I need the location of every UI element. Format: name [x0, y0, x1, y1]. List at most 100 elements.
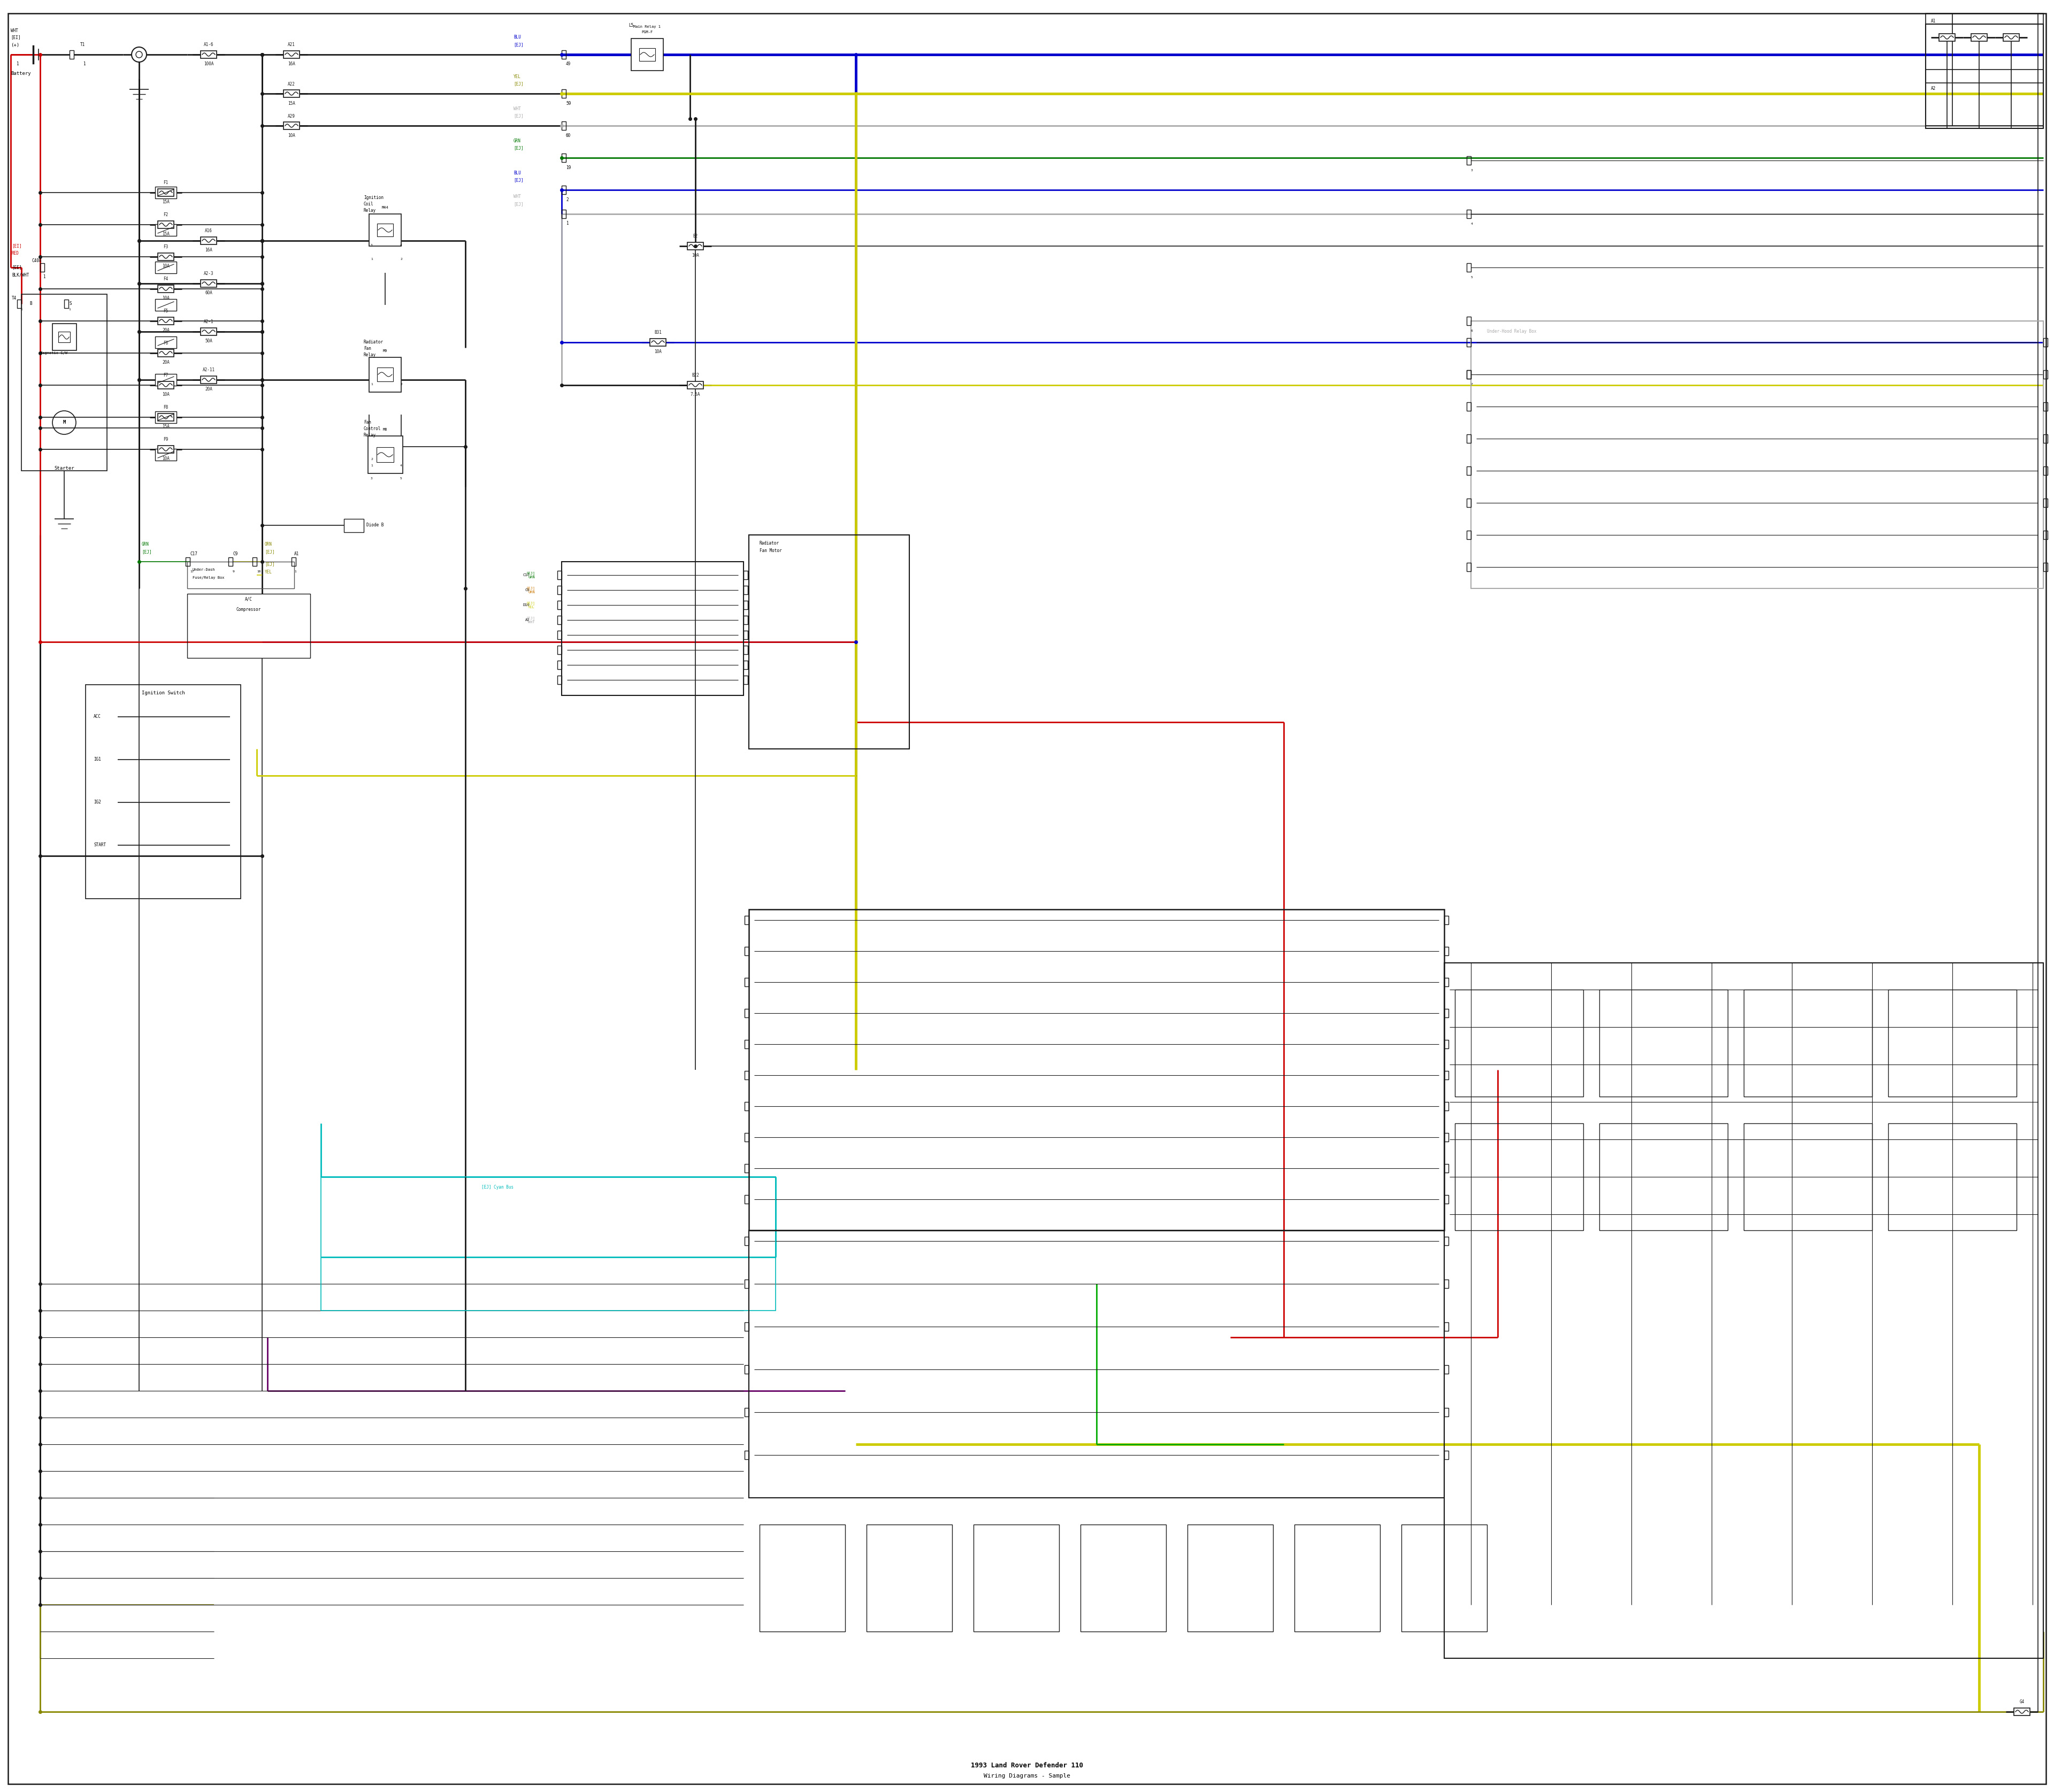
Text: 20A: 20A [162, 328, 170, 333]
Text: B: B [29, 301, 33, 306]
Text: START: START [94, 842, 107, 848]
Text: A1: A1 [1931, 20, 1937, 23]
Bar [201, 376, 216, 383]
Text: 10A: 10A [162, 263, 170, 269]
Bar [283, 50, 300, 59]
Text: 59: 59 [567, 100, 571, 106]
Text: (+): (+) [10, 43, 18, 47]
Bar [1187, 1525, 1273, 1631]
Text: Relay: Relay [364, 208, 376, 213]
Bar [156, 262, 177, 274]
Text: GRN: GRN [514, 138, 522, 143]
Text: A1: A1 [526, 618, 530, 622]
Text: 20A: 20A [205, 387, 212, 392]
Bar [378, 367, 392, 382]
Text: [EJ]: [EJ] [514, 113, 524, 118]
Text: [EJ]
GRN: [EJ] GRN [526, 572, 534, 579]
Text: IG1: IG1 [94, 758, 101, 762]
Text: A/C: A/C [244, 597, 253, 602]
Bar [201, 237, 216, 244]
Bar [1401, 1525, 1487, 1631]
Text: [EE]: [EE] [12, 265, 23, 271]
Text: Compressor: Compressor [236, 607, 261, 613]
Text: Diode B: Diode B [366, 523, 384, 527]
Text: 50A: 50A [205, 339, 212, 344]
Text: A1-6: A1-6 [203, 43, 214, 47]
Text: BLU: BLU [514, 36, 522, 39]
Bar [158, 446, 175, 453]
Text: C17: C17 [189, 552, 197, 556]
Bar [156, 448, 177, 461]
Bar [378, 224, 392, 237]
Bar [1471, 321, 2044, 588]
Bar [750, 909, 1444, 1231]
Text: 1993 Land Rover Defender 110: 1993 Land Rover Defender 110 [972, 1762, 1082, 1769]
Bar [158, 285, 175, 292]
Text: 16A: 16A [288, 61, 296, 66]
Text: 7.5A: 7.5A [690, 392, 700, 398]
Text: T1: T1 [80, 43, 84, 47]
Bar [156, 224, 177, 237]
Text: A1: A1 [294, 552, 300, 556]
Text: A22: A22 [288, 82, 296, 86]
Text: B2: B2 [692, 235, 698, 238]
Text: L5: L5 [629, 23, 633, 27]
Bar [156, 299, 177, 310]
Bar [760, 1525, 844, 1631]
Text: F8: F8 [164, 405, 168, 410]
Text: M: M [64, 419, 66, 425]
Text: T4: T4 [12, 296, 16, 301]
Bar [320, 1177, 776, 1310]
Bar [58, 332, 70, 342]
Text: Starter: Starter [53, 466, 74, 471]
Circle shape [131, 47, 146, 63]
Bar [1454, 1124, 1584, 1231]
Text: WHT: WHT [514, 195, 522, 199]
Bar [158, 188, 175, 197]
Bar [283, 122, 300, 129]
Bar [156, 337, 177, 348]
Bar [1888, 1124, 2017, 1231]
Text: WHT: WHT [514, 106, 522, 111]
Text: A21: A21 [288, 43, 296, 47]
Text: Magnetic S/W: Magnetic S/W [41, 351, 68, 355]
Text: G4: G4 [2019, 1701, 2025, 1704]
Bar [1927, 82, 2044, 125]
Text: A29: A29 [288, 113, 296, 118]
Text: A2-11: A2-11 [203, 367, 216, 373]
Bar [343, 520, 364, 532]
Text: ACC: ACC [94, 715, 101, 719]
Text: WHT: WHT [10, 29, 18, 34]
Text: Radiator: Radiator [760, 541, 778, 545]
Text: C17: C17 [522, 573, 530, 577]
Text: Fuse/Relay Box: Fuse/Relay Box [193, 575, 224, 579]
Text: C408: C408 [33, 258, 41, 263]
Text: Ignition Switch: Ignition Switch [142, 690, 185, 695]
Text: Radiator: Radiator [364, 340, 384, 344]
Bar [370, 213, 401, 246]
Bar [51, 324, 76, 351]
Bar [2013, 1708, 2029, 1715]
Bar [21, 294, 107, 471]
Text: 60: 60 [567, 133, 571, 138]
Bar [158, 220, 175, 228]
Text: YEL: YEL [265, 570, 273, 575]
Text: F2: F2 [164, 213, 168, 217]
Text: 10: 10 [257, 570, 261, 573]
Text: Control: Control [364, 426, 382, 432]
Bar [750, 536, 910, 749]
Bar [750, 1231, 1444, 1498]
Text: C9: C9 [526, 588, 530, 591]
Text: S: S [70, 301, 72, 306]
Text: Relay: Relay [364, 434, 376, 437]
Bar [283, 90, 300, 97]
Bar [649, 339, 665, 346]
Bar [158, 382, 175, 389]
Bar [867, 1525, 953, 1631]
Bar [688, 242, 702, 249]
Text: 10A: 10A [655, 349, 661, 355]
Text: 49: 49 [567, 61, 571, 66]
Text: B31: B31 [655, 330, 661, 335]
Text: B22: B22 [692, 373, 698, 378]
Text: 1: 1 [82, 61, 86, 66]
